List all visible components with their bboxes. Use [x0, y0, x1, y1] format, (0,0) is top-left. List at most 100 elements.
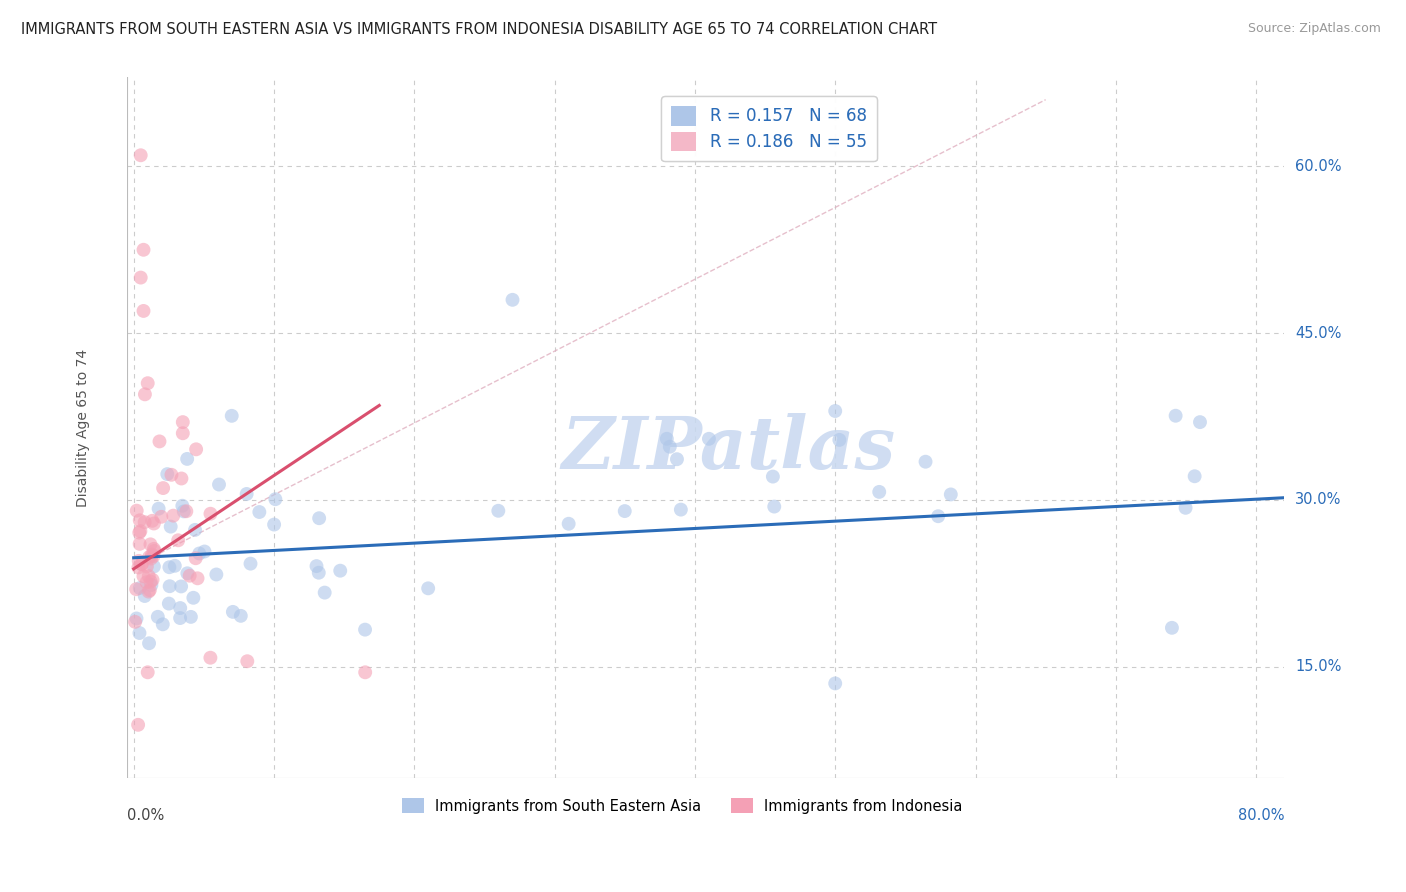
Point — [308, 566, 330, 580]
Point — [314, 585, 336, 599]
Point — [172, 415, 194, 429]
Point — [132, 569, 155, 583]
Point — [125, 582, 148, 597]
Point — [128, 513, 150, 527]
Point — [148, 434, 170, 449]
Point — [486, 504, 509, 518]
Point — [142, 559, 165, 574]
Point — [655, 432, 678, 446]
Point — [156, 467, 179, 482]
Point — [127, 560, 149, 574]
Point — [184, 551, 207, 566]
Point — [502, 293, 524, 307]
Point — [143, 544, 166, 558]
Point — [180, 610, 202, 624]
Point — [222, 605, 245, 619]
Point — [139, 537, 162, 551]
Point — [125, 611, 148, 625]
Point — [134, 515, 156, 529]
Point — [150, 509, 173, 524]
Point — [1164, 409, 1187, 423]
Point — [128, 537, 150, 551]
Point — [763, 500, 786, 514]
Point — [170, 579, 193, 593]
Point — [136, 665, 159, 680]
Text: ZIPatlas: ZIPatlas — [561, 413, 896, 484]
Point — [221, 409, 243, 423]
Point — [927, 509, 949, 524]
Point — [162, 508, 184, 523]
Text: Disability Age 65 to 74: Disability Age 65 to 74 — [76, 349, 90, 507]
Point — [186, 571, 208, 585]
Point — [132, 304, 155, 318]
Point — [697, 432, 720, 446]
Point — [163, 558, 186, 573]
Text: 60.0%: 60.0% — [1295, 159, 1341, 174]
Point — [208, 477, 231, 491]
Point — [418, 582, 440, 596]
Point — [329, 564, 352, 578]
Point — [138, 569, 160, 583]
Point — [193, 544, 215, 558]
Point — [263, 517, 285, 532]
Point — [141, 578, 163, 592]
Point — [169, 601, 191, 615]
Point — [129, 270, 152, 285]
Point — [354, 665, 377, 680]
Point — [235, 487, 257, 501]
Text: IMMIGRANTS FROM SOUTH EASTERN ASIA VS IMMIGRANTS FROM INDONESIA DISABILITY AGE 6: IMMIGRANTS FROM SOUTH EASTERN ASIA VS IM… — [21, 22, 938, 37]
Point — [762, 469, 785, 483]
Point — [125, 504, 148, 518]
Point — [138, 636, 160, 650]
Text: 15.0%: 15.0% — [1295, 659, 1341, 674]
Point — [658, 440, 681, 454]
Point — [669, 502, 692, 516]
Point — [172, 499, 194, 513]
Point — [139, 583, 162, 598]
Point — [142, 549, 165, 563]
Text: 45.0%: 45.0% — [1295, 326, 1341, 341]
Point — [828, 433, 851, 447]
Point — [868, 484, 890, 499]
Point — [138, 584, 160, 599]
Point — [128, 626, 150, 640]
Point — [1184, 469, 1206, 483]
Point — [176, 566, 198, 581]
Point — [152, 481, 174, 495]
Point — [136, 376, 159, 391]
Point — [229, 608, 252, 623]
Point — [179, 568, 201, 582]
Point — [1174, 500, 1197, 515]
Point — [308, 511, 330, 525]
Text: 80.0%: 80.0% — [1237, 808, 1284, 823]
Point — [128, 581, 150, 595]
Point — [141, 548, 163, 562]
Point — [152, 617, 174, 632]
Point — [142, 541, 165, 556]
Point — [128, 525, 150, 540]
Point — [159, 519, 181, 533]
Point — [159, 579, 181, 593]
Point — [134, 387, 156, 401]
Point — [1161, 621, 1184, 635]
Text: Source: ZipAtlas.com: Source: ZipAtlas.com — [1247, 22, 1381, 36]
Point — [134, 589, 156, 603]
Point — [176, 504, 198, 518]
Point — [354, 623, 377, 637]
Point — [613, 504, 636, 518]
Point — [200, 650, 222, 665]
Text: 30.0%: 30.0% — [1295, 492, 1341, 508]
Point — [939, 487, 962, 501]
Point — [170, 471, 193, 485]
Point — [205, 567, 228, 582]
Point — [172, 426, 194, 441]
Point — [157, 597, 180, 611]
Point — [135, 575, 157, 590]
Point — [188, 546, 211, 560]
Point — [148, 501, 170, 516]
Point — [129, 148, 152, 162]
Point — [138, 550, 160, 565]
Point — [139, 551, 162, 566]
Point — [824, 676, 846, 690]
Point — [131, 557, 153, 571]
